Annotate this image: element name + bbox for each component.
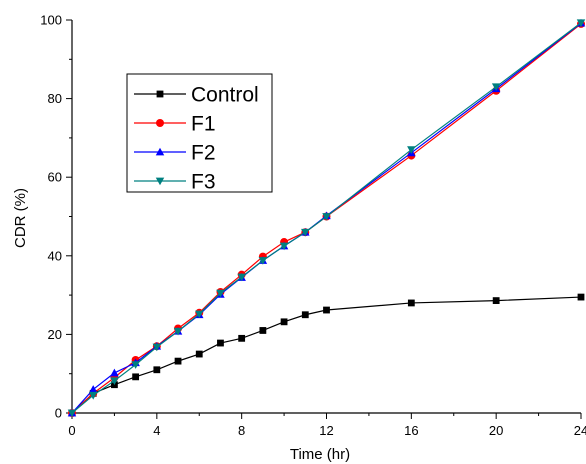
- data-point-f2: [110, 368, 119, 377]
- data-point-f3: [237, 273, 246, 282]
- data-point-control: [492, 297, 500, 305]
- data-point-control: [195, 350, 203, 358]
- x-tick-label: 24: [574, 423, 586, 438]
- data-point-control: [407, 299, 415, 307]
- y-tick-label: 60: [48, 170, 62, 185]
- data-point-f3: [279, 242, 289, 251]
- x-axis-title: Time (hr): [290, 446, 350, 463]
- data-point-f3: [407, 146, 416, 154]
- data-point-f3: [576, 19, 586, 28]
- legend-marker-control: [156, 90, 164, 98]
- x-tick-label: 12: [319, 423, 333, 438]
- x-tick-label: 8: [238, 423, 245, 438]
- series-line-control: [71, 296, 582, 414]
- legend-marker-f3: [155, 177, 165, 186]
- series-f3: [67, 19, 586, 418]
- data-point-f3: [195, 310, 204, 319]
- data-point-control: [132, 373, 140, 381]
- data-point-f3: [88, 391, 98, 400]
- data-point-f3: [173, 327, 183, 336]
- axes: 0 4 8 12 16 20 24 0 20 40 60 80 100: [40, 13, 586, 439]
- data-point-control: [153, 366, 161, 374]
- legend-marker-f2: [155, 147, 165, 156]
- series-line-f2: [71, 22, 582, 414]
- data-point-f3: [301, 228, 310, 237]
- x-tick-label: 20: [489, 423, 503, 438]
- data-point-f3: [110, 377, 119, 386]
- data-point-f3: [322, 213, 331, 221]
- data-point-f2: [88, 385, 98, 393]
- data-point-control: [217, 339, 224, 347]
- series-control: [68, 293, 585, 417]
- data-point-control: [174, 357, 182, 365]
- legend: Control F1 F2 F3: [126, 73, 273, 194]
- legend-marker-f1: [156, 119, 164, 127]
- data-point-control: [238, 334, 246, 342]
- x-tick-label: 16: [404, 423, 418, 438]
- x-tick-label: 0: [68, 423, 75, 438]
- series-line-f1: [71, 23, 582, 414]
- series-line-f3: [71, 22, 582, 414]
- y-axis-title: CDR (%): [12, 188, 29, 248]
- data-point-control: [301, 311, 309, 319]
- y-tick-label: 0: [55, 406, 62, 421]
- y-tick-label: 100: [40, 13, 62, 28]
- data-point-f3: [491, 83, 501, 92]
- legend-label-f3: F3: [191, 171, 216, 194]
- data-point-control: [280, 318, 288, 326]
- x-tick-label: 4: [153, 423, 160, 438]
- data-point-f3: [258, 257, 268, 265]
- data-point-control: [323, 306, 330, 314]
- data-point-f3: [131, 361, 140, 369]
- legend-label-f2: F2: [191, 142, 216, 165]
- data-point-control: [577, 293, 585, 301]
- y-tick-label: 80: [48, 91, 62, 106]
- data-point-f3: [152, 343, 162, 352]
- legend-label-control: Control: [191, 84, 259, 107]
- data-point-f3: [216, 289, 225, 298]
- legend-label-f1: F1: [191, 113, 216, 136]
- y-tick-label: 40: [48, 248, 62, 263]
- y-tick-label: 20: [48, 327, 62, 342]
- data-point-control: [259, 327, 267, 334]
- data-point-f3: [67, 409, 77, 418]
- series-layer: [67, 18, 586, 418]
